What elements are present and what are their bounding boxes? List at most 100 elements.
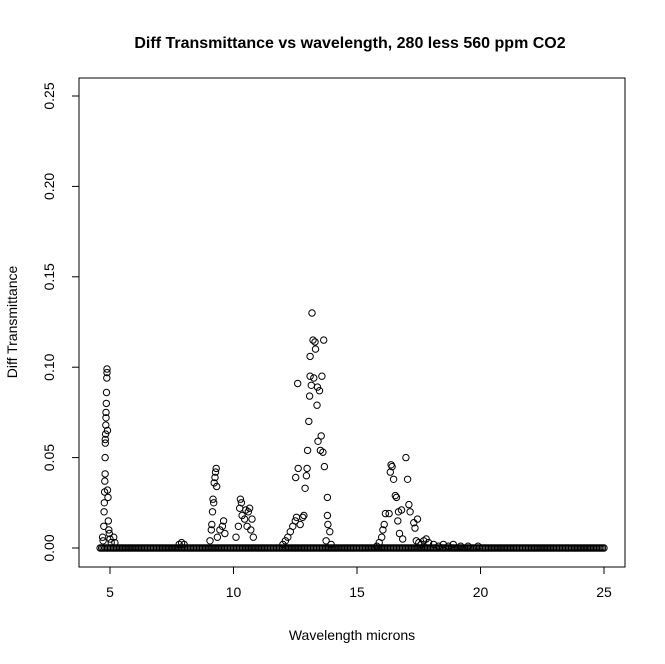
- data-point: [320, 462, 329, 471]
- data-point: [244, 508, 253, 516]
- y-tick-label: 0.15: [41, 263, 57, 290]
- x-tick-label: 5: [106, 584, 114, 600]
- data-point: [209, 495, 217, 503]
- data-point: [313, 383, 322, 391]
- data-point: [103, 368, 111, 377]
- data-point: [314, 437, 322, 445]
- data-point: [464, 542, 472, 550]
- data-point: [306, 352, 314, 361]
- x-axis: 5 10 15 20 25: [106, 566, 612, 600]
- data-point: [102, 399, 111, 408]
- x-axis-label: Wavelength microns: [289, 627, 415, 643]
- data-point: [206, 537, 214, 545]
- data-point: [403, 475, 412, 483]
- data-point: [389, 475, 398, 483]
- y-axis-label: Diff Transmittance: [4, 266, 20, 379]
- y-axis: 0.00 0.05 0.10 0.15 0.20 0.25: [41, 82, 80, 562]
- data-point: [180, 540, 188, 549]
- data-point: [379, 526, 387, 534]
- data-point: [102, 421, 110, 429]
- data-point: [385, 509, 393, 518]
- data-point: [307, 381, 315, 389]
- data-point: [234, 522, 243, 530]
- data-point: [211, 468, 220, 476]
- data-point: [100, 499, 109, 507]
- data-point: [302, 472, 311, 480]
- data-point: [300, 511, 308, 520]
- data-point: [315, 387, 324, 395]
- data-point: [449, 540, 457, 549]
- x-tick-label: 10: [226, 584, 242, 600]
- data-points: [96, 309, 608, 552]
- data-point: [208, 508, 217, 516]
- data-point: [323, 493, 332, 502]
- data-point: [210, 499, 218, 507]
- data-point: [237, 499, 246, 507]
- data-point: [318, 372, 326, 380]
- data-point: [294, 464, 302, 473]
- y-tick-label: 0.20: [41, 173, 57, 200]
- data-point: [444, 542, 453, 550]
- data-point: [221, 529, 229, 538]
- data-point: [413, 515, 422, 523]
- data-point: [600, 544, 608, 552]
- data-point: [213, 482, 221, 491]
- data-point: [397, 506, 406, 514]
- data-point: [391, 491, 399, 500]
- y-tick-label: 0.25: [41, 82, 57, 109]
- data-point: [319, 448, 327, 456]
- data-point: [320, 336, 328, 344]
- data-point: [294, 379, 302, 388]
- data-point: [299, 513, 307, 521]
- chart-title: Diff Transmittance vs wavelength, 280 le…: [134, 35, 565, 52]
- data-point: [207, 526, 216, 534]
- data-point: [324, 520, 332, 529]
- data-point: [306, 372, 314, 380]
- data-point: [101, 435, 110, 444]
- data-point: [296, 520, 304, 529]
- data-point: [399, 535, 407, 543]
- data-point: [103, 374, 111, 382]
- y-tick-label: 0.10: [41, 353, 57, 380]
- data-point: [402, 453, 410, 462]
- data-point: [406, 508, 414, 516]
- data-point: [101, 470, 109, 478]
- data-point: [245, 504, 254, 512]
- data-point: [322, 537, 330, 545]
- data-point: [380, 520, 388, 529]
- data-point: [303, 446, 312, 455]
- y-tick-label: 0.00: [41, 534, 57, 561]
- data-point: [102, 408, 110, 417]
- data-point: [103, 486, 112, 494]
- data-point: [104, 517, 113, 525]
- data-point: [240, 515, 249, 523]
- data-point: [105, 526, 113, 534]
- data-point: [101, 439, 110, 447]
- data-point: [98, 533, 107, 541]
- data-point: [101, 477, 109, 485]
- data-point: [249, 533, 258, 541]
- data-point: [208, 520, 216, 529]
- data-point: [103, 426, 112, 435]
- data-point: [326, 528, 334, 536]
- data-point: [305, 392, 314, 400]
- data-point: [291, 517, 299, 525]
- data-point: [110, 533, 118, 541]
- data-point: [387, 461, 395, 469]
- data-point: [248, 515, 256, 523]
- data-point: [106, 535, 114, 543]
- data-point: [232, 533, 240, 541]
- data-point: [247, 526, 255, 534]
- data-point: [111, 538, 119, 547]
- data-point: [211, 473, 219, 482]
- data-point: [457, 542, 465, 550]
- data-point: [313, 401, 321, 409]
- data-point: [309, 336, 317, 344]
- data-point: [378, 533, 386, 541]
- data-point: [99, 537, 107, 545]
- data-point: [439, 540, 448, 549]
- data-point: [219, 517, 228, 525]
- data-point: [292, 513, 301, 521]
- data-point: [218, 522, 227, 530]
- x-tick-label: 25: [596, 584, 612, 600]
